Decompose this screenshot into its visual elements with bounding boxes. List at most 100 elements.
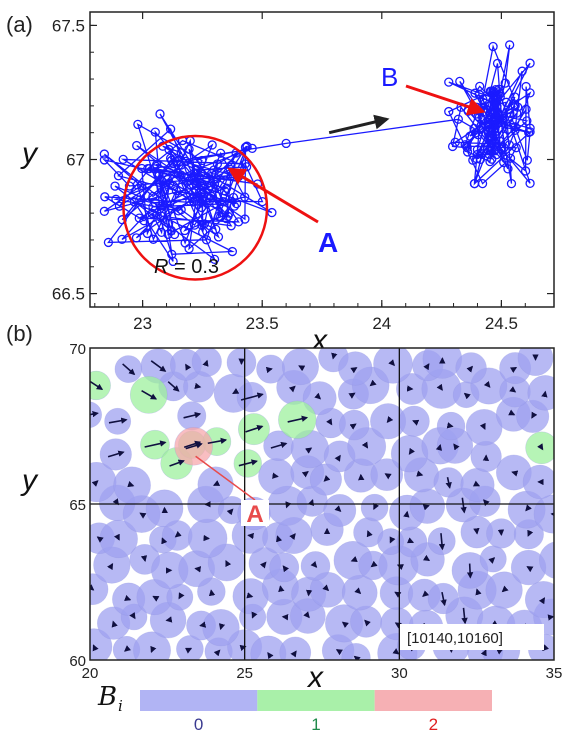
trajectory-point xyxy=(475,154,486,165)
trajectory-point xyxy=(110,181,120,191)
trajectory-point xyxy=(510,125,520,135)
trajectory-point xyxy=(132,140,142,151)
displacement-arrow xyxy=(472,480,481,487)
time-window-box xyxy=(400,624,544,650)
displacement-arrow xyxy=(412,419,420,426)
displacement-arrow xyxy=(161,537,168,545)
displacement-arrow xyxy=(259,561,267,569)
trajectory-point xyxy=(171,185,181,196)
trajectory-point xyxy=(522,155,532,165)
annotation-b-arrow xyxy=(405,84,486,116)
displacement-arrow xyxy=(422,504,430,511)
trajectory-point xyxy=(167,249,177,259)
trajectory-point xyxy=(207,140,217,150)
trajectory-point xyxy=(477,178,488,189)
trajectory-point xyxy=(450,137,460,147)
y-tick-label: 70 xyxy=(69,341,86,358)
displacement-arrow xyxy=(392,648,400,655)
y-tick-label: 65 xyxy=(69,497,86,514)
displacement-arrow xyxy=(348,392,356,399)
displacement-arrow xyxy=(90,410,99,418)
trajectory-point xyxy=(199,219,210,229)
displacement-arrow xyxy=(140,555,148,563)
trajectory-point xyxy=(233,217,244,227)
colorbar-segments: 0 1 2 xyxy=(140,690,492,731)
trajectory-point xyxy=(221,213,231,224)
radius-circle xyxy=(122,134,269,281)
displacement-arrow xyxy=(466,365,474,373)
displacement-arrow xyxy=(322,584,330,592)
trajectory-point xyxy=(148,191,158,202)
displacement-arrow xyxy=(90,380,104,390)
trajectory-point xyxy=(99,155,110,165)
trajectory-point xyxy=(184,144,194,154)
highlight-leader xyxy=(195,455,256,501)
displacement-arrow xyxy=(349,423,357,430)
panel-b-x-label: x xyxy=(306,661,324,694)
trajectory-point xyxy=(191,165,201,175)
displacement-arrow xyxy=(538,597,546,605)
trajectory-point xyxy=(163,174,173,185)
displacement-arrow xyxy=(152,595,160,602)
displacement-arrow xyxy=(287,415,309,423)
trajectory-point xyxy=(100,192,110,202)
displacement-arrow xyxy=(141,390,158,400)
displacement-arrow xyxy=(307,498,314,507)
particle-blue xyxy=(90,401,102,429)
trajectory-point xyxy=(184,244,194,254)
trajectory-point xyxy=(525,58,535,68)
colorbar-segment xyxy=(374,690,492,711)
panel-b-ticks: 20 25 30 35 60 65 70 xyxy=(69,341,562,682)
trajectory-point xyxy=(176,170,186,180)
trajectory-point xyxy=(212,174,222,184)
displacement-arrow xyxy=(373,502,380,511)
displacement-arrow xyxy=(483,499,490,507)
displacement-arrow xyxy=(525,504,532,512)
trajectory-point xyxy=(489,145,500,156)
particle-field xyxy=(90,348,554,660)
trajectory-point xyxy=(172,156,182,166)
x-tick-label: 20 xyxy=(82,665,99,682)
colorbar-tick-label: 2 xyxy=(429,715,438,731)
trajectory-point xyxy=(189,197,199,207)
displacement-arrow xyxy=(531,411,538,419)
trajectory-point xyxy=(506,178,517,189)
trajectory-point xyxy=(154,170,164,181)
displacement-arrow xyxy=(212,480,221,486)
trajectory-point xyxy=(205,181,215,192)
displacement-arrow xyxy=(218,623,226,631)
displacement-arrow xyxy=(124,594,132,601)
trajectory-point xyxy=(142,228,153,239)
displacement-arrow xyxy=(276,535,283,543)
trajectory-point xyxy=(148,202,158,212)
displacement-arrow xyxy=(127,481,135,488)
trajectory-point xyxy=(488,41,498,52)
trajectory-point xyxy=(513,102,523,112)
trajectory-point xyxy=(211,199,222,209)
trajectory-point xyxy=(189,171,199,182)
particle-blue xyxy=(176,635,204,660)
displacement-arrow xyxy=(184,647,193,654)
trajectory-point xyxy=(500,78,510,88)
displacement-arrow xyxy=(289,533,296,541)
trajectory-point xyxy=(247,143,257,154)
displacement-arrow xyxy=(183,411,202,419)
trajectory-point xyxy=(281,138,291,149)
displacement-arrow xyxy=(174,530,182,538)
displacement-arrow xyxy=(386,415,394,423)
trajectory-point xyxy=(211,224,221,234)
trajectory-point xyxy=(201,235,212,245)
trajectory-point xyxy=(472,149,482,160)
annotation-b-label: B xyxy=(381,62,398,92)
displacement-arrow xyxy=(446,422,454,429)
trajectory-point xyxy=(444,77,454,87)
displacement-arrow xyxy=(453,443,460,451)
displacement-arrow xyxy=(394,622,402,629)
displacement-arrow xyxy=(350,367,358,374)
trajectory-point xyxy=(196,167,206,178)
trajectory-point xyxy=(165,124,176,134)
trajectory-point xyxy=(209,179,220,189)
displacement-arrow xyxy=(288,385,296,393)
displacement-arrow xyxy=(501,585,509,593)
trajectory-point xyxy=(111,194,121,204)
